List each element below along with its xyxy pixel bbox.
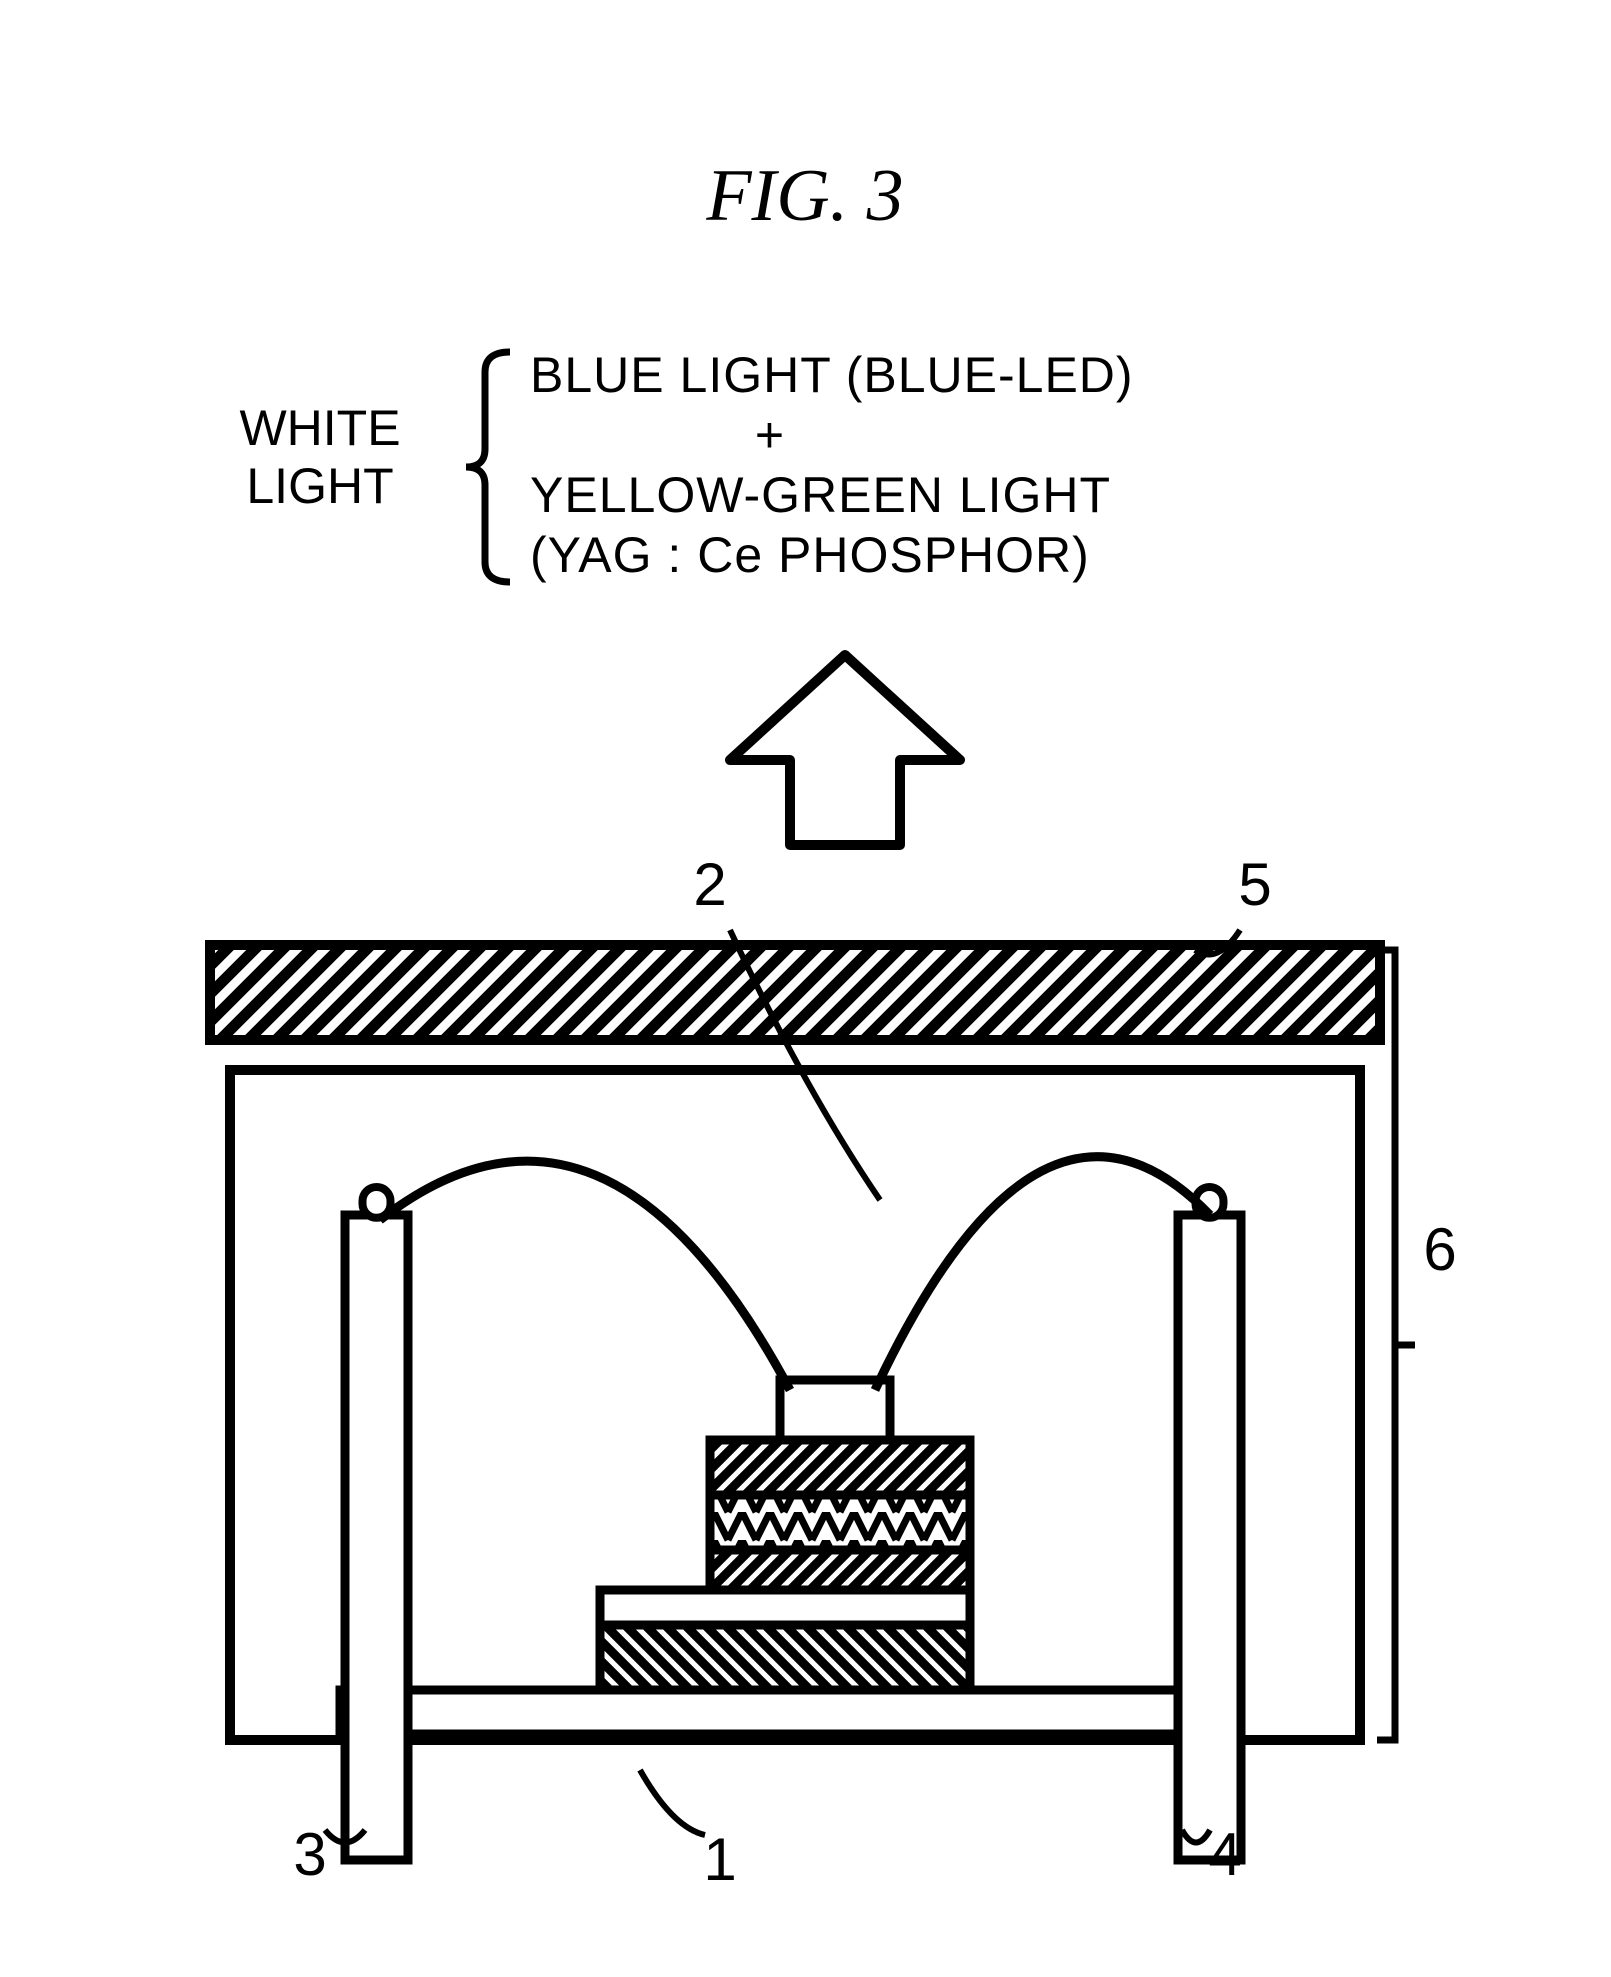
chip-layer bbox=[710, 1440, 970, 1495]
phosphor-plate bbox=[210, 945, 1380, 1040]
callout-4: 4 bbox=[1208, 1821, 1241, 1888]
chip-layer bbox=[710, 1550, 970, 1590]
equation-line: (YAG : Ce PHOSPHOR) bbox=[530, 527, 1090, 583]
white-light-label: WHITE bbox=[239, 400, 400, 456]
figure-title: FIG. 3 bbox=[705, 155, 903, 237]
equation-line: + bbox=[755, 407, 785, 463]
electrode-post bbox=[345, 1215, 408, 1860]
electrode-post bbox=[1178, 1215, 1241, 1860]
equation-line: YELLOW-GREEN LIGHT bbox=[530, 467, 1111, 523]
chip-layer bbox=[600, 1590, 970, 1625]
equation-line: BLUE LIGHT (BLUE-LED) bbox=[530, 347, 1134, 403]
arrow-up-icon bbox=[730, 655, 960, 845]
brace-icon bbox=[466, 352, 510, 582]
callout-5: 5 bbox=[1238, 851, 1271, 918]
substrate-bar bbox=[340, 1690, 1234, 1734]
leader-line bbox=[640, 1770, 705, 1835]
dimension-bracket bbox=[1377, 950, 1395, 1740]
callout-6: 6 bbox=[1423, 1216, 1456, 1283]
chip-layer bbox=[600, 1625, 970, 1690]
callout-1: 1 bbox=[703, 1826, 736, 1893]
callout-3: 3 bbox=[293, 1821, 326, 1888]
chip-layer bbox=[710, 1495, 970, 1550]
callout-2: 2 bbox=[693, 851, 726, 918]
white-light-label: LIGHT bbox=[246, 458, 393, 514]
